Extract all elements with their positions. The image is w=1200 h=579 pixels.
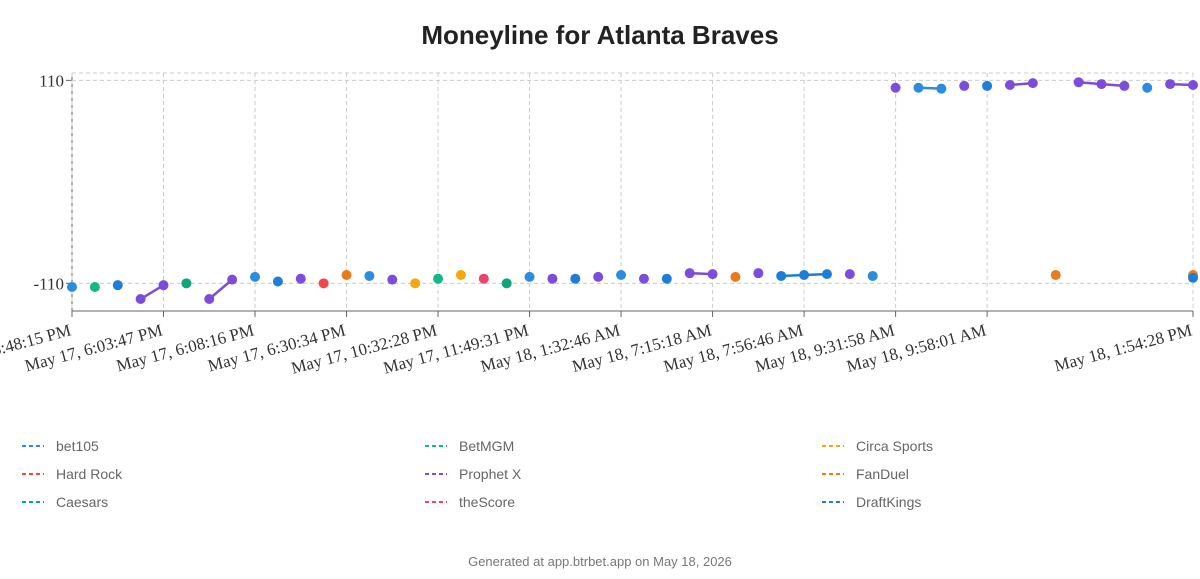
legend-label: Hard Rock [56, 466, 123, 482]
point [1188, 79, 1198, 90]
point [181, 278, 192, 289]
point [959, 80, 970, 91]
point [1188, 272, 1198, 283]
point [501, 278, 512, 289]
legend-label: DraftKings [856, 494, 921, 510]
point [593, 271, 604, 282]
point [890, 82, 901, 93]
point [89, 282, 100, 293]
legend-label: BetMGM [459, 438, 514, 454]
point [250, 271, 261, 282]
point [661, 273, 672, 284]
legend-label: theScore [459, 494, 515, 510]
point [1004, 79, 1015, 90]
point [455, 270, 466, 281]
point [1165, 79, 1176, 90]
point [410, 278, 421, 289]
point [684, 268, 695, 279]
point [1027, 78, 1038, 89]
series-line [139, 80, 1194, 301]
legend-label: Circa Sports [856, 438, 933, 454]
point [799, 270, 810, 281]
point [272, 276, 283, 287]
point [135, 294, 146, 305]
point [867, 270, 878, 281]
point [295, 273, 306, 284]
point [433, 273, 444, 284]
point [341, 270, 352, 281]
point [570, 273, 581, 284]
point [1096, 79, 1107, 90]
point [1073, 77, 1084, 88]
point [67, 282, 77, 293]
point [547, 273, 558, 284]
footer: Generated at app.btrbet.app on May 18, 2… [468, 554, 732, 569]
point [913, 82, 924, 93]
chart-title: Moneyline for Atlanta Braves [421, 20, 778, 50]
point [821, 269, 832, 280]
point [616, 270, 627, 281]
legend-label: Prophet X [459, 466, 522, 482]
point [478, 273, 489, 284]
point [1119, 80, 1130, 91]
point [844, 269, 855, 280]
point [1142, 82, 1153, 93]
point [318, 278, 329, 289]
y-tick-label: -110 [33, 274, 64, 293]
legend-label: bet105 [56, 438, 99, 454]
point [1050, 270, 1061, 281]
point [776, 270, 787, 281]
point [936, 83, 947, 94]
y-tick-label: 110 [39, 71, 64, 90]
point [387, 274, 398, 285]
point [730, 271, 741, 282]
point [753, 268, 764, 279]
point [638, 273, 649, 284]
point [158, 280, 169, 291]
x-tick-label: May 18, 1:54:28 PM [1052, 321, 1194, 376]
point [364, 270, 375, 281]
point [524, 271, 535, 282]
legend-label: Caesars [56, 494, 108, 510]
point [982, 80, 993, 91]
point [112, 280, 123, 291]
legend-label: FanDuel [856, 466, 909, 482]
point [707, 269, 718, 280]
point [227, 274, 238, 285]
point [204, 294, 215, 305]
